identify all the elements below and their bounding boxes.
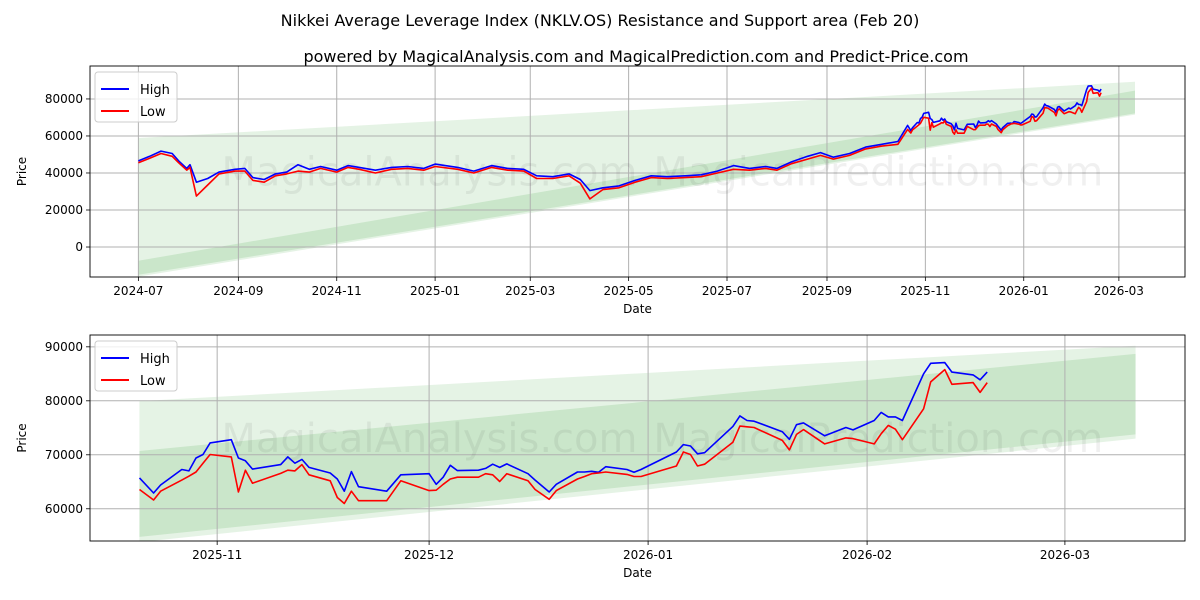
resistance-support-outer-band (139, 345, 1136, 541)
y-tick-label: 70000 (45, 448, 83, 462)
chart-title: Nikkei Average Leverage Index (NKLV.OS) … (281, 11, 920, 30)
axes-frame (89, 65, 1186, 278)
legend-label-low: Low (140, 105, 166, 120)
axes-frame (89, 334, 1186, 542)
x-tick-label: 2025-03 (505, 284, 555, 298)
y-tick-label: 20000 (45, 203, 83, 217)
y-tick-label: 60000 (45, 502, 83, 516)
x-tick-label: 2026-02 (842, 548, 892, 562)
low-series-line (138, 87, 1102, 200)
legend-label-high: High (140, 83, 170, 98)
x-tick-label: 2024-09 (213, 284, 263, 298)
x-tick-label: 2025-11 (192, 548, 242, 562)
resistance-support-inner-band (138, 90, 1136, 275)
top-chart-axes: 2024-07 2024-09 2024-11 2025-01 2025-03 2025-… (15, 65, 1186, 316)
high-series-line (138, 85, 1102, 192)
x-tick-label: 2025-05 (604, 284, 654, 298)
legend-box (94, 340, 178, 392)
x-tick-label: 2024-07 (113, 284, 163, 298)
bottom-chart-axes: 2025-11 2025-12 2026-01 2026-02 2026-03 60000… (15, 334, 1186, 580)
x-tick-label: 2025-09 (802, 284, 852, 298)
y-tick-label: 80000 (45, 394, 83, 408)
x-axis-label: Date (623, 302, 652, 316)
y-tick-label: 90000 (45, 340, 83, 354)
y-tick-label: 60000 (45, 129, 83, 143)
x-tick-label: 2025-12 (404, 548, 454, 562)
legend-label-low: Low (140, 374, 166, 389)
legend-box (94, 71, 178, 123)
x-tick-label: 2024-11 (312, 284, 362, 298)
x-tick-label: 2025-07 (702, 284, 752, 298)
y-axis-label: Price (15, 157, 29, 186)
resistance-support-inner-band (139, 353, 1136, 537)
legend: High Low (94, 71, 178, 123)
watermark-text: MagicalPrediction.com (653, 150, 1103, 196)
low-series-line (139, 368, 988, 505)
y-tick-label: 0 (75, 240, 83, 254)
x-tick-label: 2026-03 (1094, 284, 1144, 298)
watermark-text: MagicalAnalysis.com (221, 416, 637, 462)
legend: High Low (94, 340, 178, 392)
x-tick-label: 2026-01 (623, 548, 673, 562)
x-tick-label: 2026-03 (1040, 548, 1090, 562)
chart-subtitle: powered by MagicalAnalysis.com and Magic… (303, 47, 968, 66)
x-tick-label: 2026-01 (999, 284, 1049, 298)
x-axis-label: Date (623, 566, 652, 580)
high-series-line (138, 361, 988, 494)
x-tick-label: 2025-01 (410, 284, 460, 298)
y-axis-label: Price (15, 423, 29, 452)
legend-label-high: High (140, 352, 170, 367)
x-tick-label: 2025-11 (900, 284, 950, 298)
y-tick-label: 80000 (45, 92, 83, 106)
y-tick-label: 40000 (45, 166, 83, 180)
